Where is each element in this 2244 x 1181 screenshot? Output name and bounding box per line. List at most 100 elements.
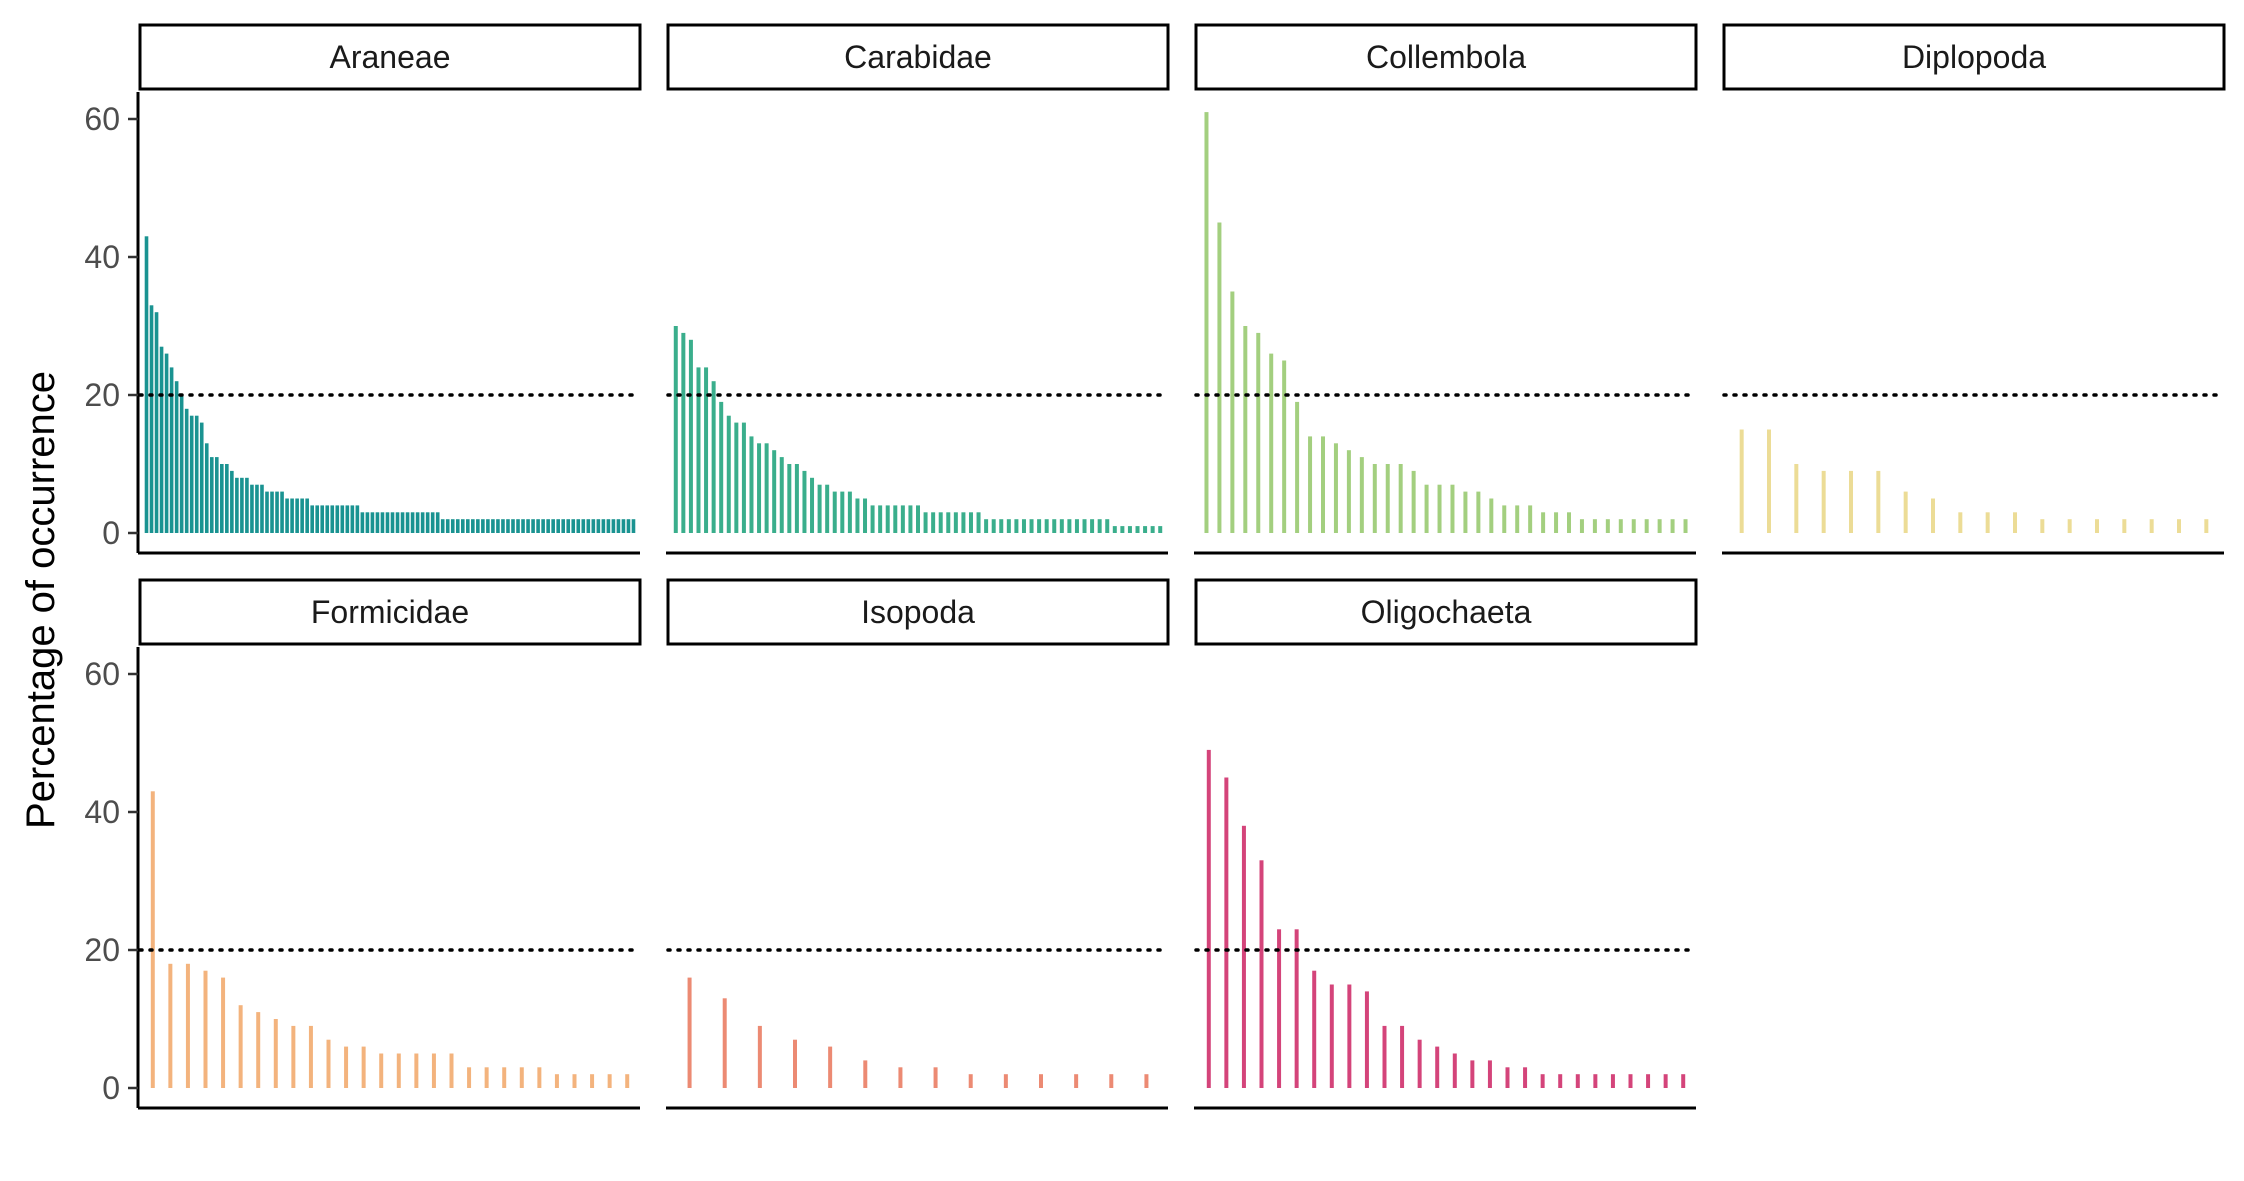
bar xyxy=(260,484,264,533)
bar xyxy=(1021,519,1026,533)
facet-strip-label: Collembola xyxy=(1366,39,1526,75)
bar xyxy=(450,519,455,533)
facet-panels: Araneae 0 20 40 60 Carabidae Collembola Diplopo… xyxy=(84,23,2226,1110)
bar xyxy=(1876,470,1881,533)
bar xyxy=(566,519,571,533)
bar xyxy=(1067,519,1072,533)
bar xyxy=(1540,1074,1545,1088)
bar xyxy=(199,422,204,533)
bar xyxy=(1683,519,1688,533)
bar xyxy=(431,1053,436,1088)
bar xyxy=(1150,526,1155,533)
bar xyxy=(968,512,973,533)
bar xyxy=(586,519,591,533)
bar xyxy=(726,415,731,533)
bar xyxy=(536,519,540,533)
bar xyxy=(440,519,445,533)
bar xyxy=(531,519,535,533)
bar xyxy=(893,505,898,533)
facet-strip-label: Araneae xyxy=(330,39,451,75)
bar xyxy=(1470,1060,1475,1088)
bar xyxy=(149,305,154,533)
bar xyxy=(933,1067,938,1088)
bar xyxy=(220,464,224,533)
bar xyxy=(511,519,515,533)
bar xyxy=(1241,825,1246,1088)
bar xyxy=(687,977,692,1088)
bar xyxy=(546,519,550,533)
bar xyxy=(976,512,981,533)
bar xyxy=(295,498,299,533)
bar xyxy=(1528,505,1533,533)
bar xyxy=(625,1074,630,1088)
bar xyxy=(607,1074,612,1088)
bar xyxy=(415,512,420,533)
bar xyxy=(1052,519,1057,533)
bar xyxy=(863,1060,868,1088)
bar xyxy=(984,519,989,533)
bar xyxy=(1346,450,1351,533)
bar xyxy=(601,519,606,533)
facet-panel-collembola: Collembola xyxy=(1194,23,1698,555)
bar xyxy=(1105,519,1110,533)
bar xyxy=(938,512,943,533)
bar xyxy=(484,1067,489,1088)
bar xyxy=(551,519,555,533)
bar xyxy=(179,395,184,533)
bar xyxy=(350,505,355,533)
facet-strip-label: Carabidae xyxy=(844,39,992,75)
facet-strip-label: Diplopoda xyxy=(1902,39,2046,75)
bar xyxy=(1767,429,1771,533)
bar xyxy=(235,477,239,533)
bar xyxy=(1558,1074,1563,1088)
y-tick-label: 40 xyxy=(84,794,120,830)
bar xyxy=(164,353,169,533)
bar xyxy=(265,491,269,533)
bar xyxy=(238,1005,243,1088)
bar xyxy=(214,457,219,533)
bar xyxy=(361,1046,366,1088)
bar xyxy=(825,484,830,533)
bar xyxy=(1003,1074,1008,1088)
bar xyxy=(611,519,616,533)
bar xyxy=(300,498,304,533)
bar xyxy=(779,457,784,533)
bar xyxy=(1329,984,1334,1088)
bar xyxy=(1312,970,1317,1088)
bar xyxy=(502,1067,507,1088)
bar xyxy=(1224,777,1229,1088)
bar xyxy=(380,512,385,533)
facet-strip xyxy=(1194,23,1698,91)
bar xyxy=(802,470,807,533)
facet-strip-label: Formicidae xyxy=(311,594,469,630)
bar xyxy=(1663,1074,1668,1088)
bar xyxy=(1618,519,1623,533)
bar xyxy=(991,519,996,533)
bar xyxy=(1849,470,1853,533)
bar xyxy=(255,484,259,533)
bar xyxy=(772,450,777,533)
bar xyxy=(794,464,799,533)
bar xyxy=(1400,1025,1405,1088)
bar xyxy=(467,1067,472,1088)
bar xyxy=(953,512,958,533)
bar xyxy=(1382,1025,1387,1088)
bar xyxy=(1739,429,1744,533)
bar xyxy=(1794,464,1799,533)
bar xyxy=(1437,484,1442,533)
bar xyxy=(741,422,746,533)
bar xyxy=(757,1025,762,1088)
bar xyxy=(855,498,860,533)
bar xyxy=(405,512,410,533)
bar xyxy=(757,443,762,533)
bar xyxy=(150,791,155,1088)
bar xyxy=(315,505,320,533)
bar xyxy=(1417,1039,1422,1088)
bar xyxy=(898,1067,903,1088)
bar xyxy=(878,505,883,533)
bar xyxy=(1143,526,1148,533)
bar xyxy=(621,519,626,533)
bar xyxy=(1670,519,1675,533)
bar xyxy=(501,519,505,533)
bar xyxy=(2067,519,2072,533)
